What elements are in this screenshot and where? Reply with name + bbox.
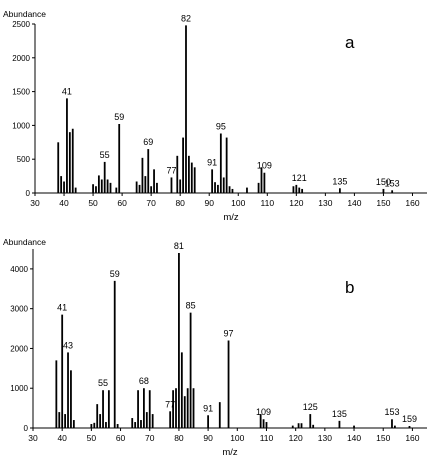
peak-label: 68 — [139, 376, 149, 386]
peak-label: 81 — [174, 241, 184, 251]
x-tick-label: 160 — [405, 433, 419, 443]
peak-label: 135 — [332, 409, 347, 419]
x-tick-label: 100 — [231, 198, 245, 208]
peak-label: 109 — [256, 407, 271, 417]
x-tick-label: 60 — [116, 433, 126, 443]
y-tick-label: 2500 — [12, 20, 30, 29]
peak-label: 55 — [98, 378, 108, 388]
x-tick-label: 50 — [88, 198, 98, 208]
peak-label: 59 — [110, 269, 120, 279]
peak-label: 77 — [165, 399, 175, 409]
y-tick-label: 500 — [17, 155, 31, 164]
x-tick-label: 60 — [117, 198, 127, 208]
peak-label: 41 — [57, 303, 67, 313]
peak-label: 150 — [376, 177, 391, 187]
x-tick-label: 90 — [203, 433, 213, 443]
peak-label: 121 — [292, 173, 307, 183]
peak-label: 125 — [303, 402, 318, 412]
x-tick-label: 140 — [347, 198, 361, 208]
peak-label: 95 — [216, 122, 226, 132]
x-tick-label: 50 — [87, 433, 97, 443]
x-axis-title: m/z — [222, 447, 238, 458]
x-tick-label: 160 — [405, 198, 419, 208]
y-tick-label: 1000 — [10, 384, 28, 393]
peak-label: 59 — [114, 112, 124, 122]
panel-label: a — [345, 33, 355, 52]
y-tick-label: 3000 — [10, 305, 28, 314]
y-tick-label: 0 — [24, 424, 29, 433]
peak-label: 91 — [203, 403, 213, 413]
y-axis-title: Abundance — [3, 9, 46, 19]
peak-label: 159 — [402, 414, 417, 424]
y-tick-label: 1000 — [12, 121, 30, 130]
x-tick-label: 40 — [57, 433, 67, 443]
peak-label: 109 — [257, 161, 272, 171]
x-tick-label: 150 — [376, 198, 390, 208]
x-tick-label: 80 — [175, 198, 185, 208]
peak-label: 69 — [143, 137, 153, 147]
x-tick-label: 90 — [204, 198, 214, 208]
peak-label: 41 — [62, 86, 72, 96]
peak-label: 82 — [181, 13, 191, 23]
y-axis-title: Abundance — [3, 237, 46, 247]
peak-label: 55 — [100, 150, 110, 160]
x-tick-label: 80 — [174, 433, 184, 443]
x-tick-label: 110 — [260, 433, 274, 443]
x-tick-label: 70 — [145, 433, 155, 443]
x-tick-label: 30 — [30, 198, 40, 208]
x-axis-title: m/z — [223, 212, 239, 223]
x-tick-label: 40 — [59, 198, 69, 208]
x-tick-label: 30 — [28, 433, 38, 443]
peak-label: 135 — [332, 176, 347, 186]
x-tick-label: 150 — [376, 433, 390, 443]
y-tick-label: 2000 — [10, 344, 28, 353]
y-tick-label: 1500 — [12, 88, 30, 97]
x-tick-label: 70 — [146, 198, 156, 208]
x-tick-label: 130 — [318, 433, 332, 443]
x-tick-label: 100 — [230, 433, 244, 443]
y-tick-label: 4000 — [10, 265, 28, 274]
peak-label: 91 — [207, 157, 217, 167]
y-tick-label: 0 — [26, 189, 31, 198]
x-tick-label: 110 — [261, 198, 275, 208]
peak-label: 97 — [224, 328, 234, 338]
x-tick-label: 140 — [347, 433, 361, 443]
peak-label: 43 — [63, 340, 73, 350]
x-tick-label: 120 — [289, 433, 303, 443]
x-tick-label: 120 — [289, 198, 303, 208]
peak-label: 153 — [385, 178, 400, 188]
y-tick-label: 2000 — [12, 54, 30, 63]
x-tick-label: 130 — [318, 198, 332, 208]
panel-label: b — [345, 278, 354, 297]
peak-label: 153 — [384, 407, 399, 417]
peak-label: 85 — [186, 301, 196, 311]
peak-label: 77 — [166, 165, 176, 175]
